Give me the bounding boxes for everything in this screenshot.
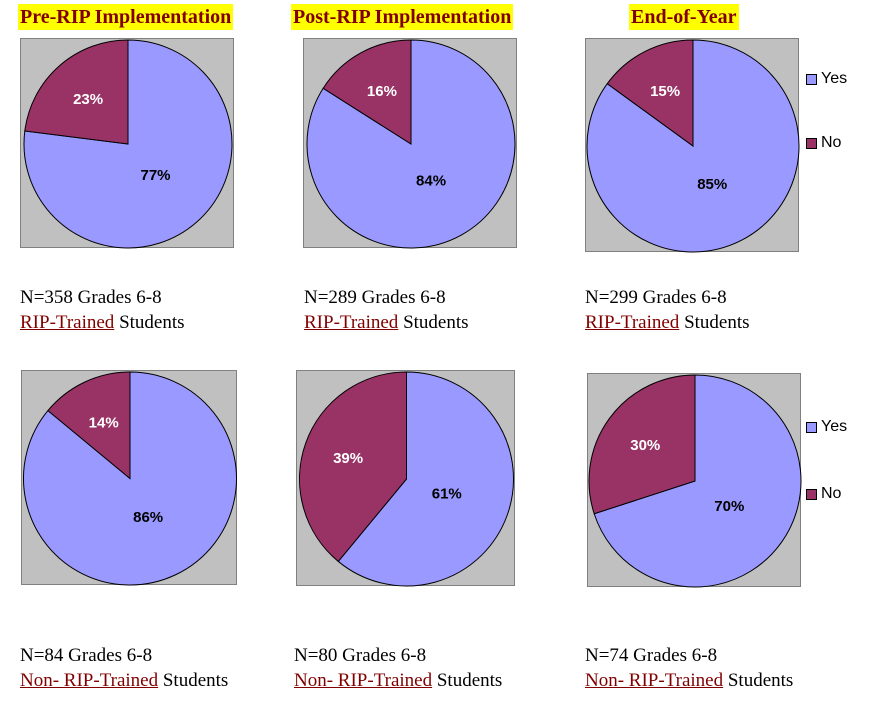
caption-line1: N=84 Grades 6-8 — [20, 645, 153, 666]
pie-slice-no — [322, 39, 412, 145]
pie-label-yes: 70% — [714, 498, 744, 515]
legend-label-yes: Yes — [821, 418, 848, 435]
pie-slice-no — [588, 374, 696, 515]
caption-suffix: Students — [679, 312, 750, 333]
caption-group: Non- RIP-Trained — [20, 670, 159, 691]
caption-post-rip-trained: N=289 Grades 6-8 RIP-Trained Students — [304, 285, 469, 335]
caption-group: Non- RIP-Trained — [585, 670, 724, 691]
caption-pre-rip-non-trained: N=84 Grades 6-8 Non- RIP-Trained Student… — [20, 643, 228, 693]
legend-item-yes: Yes — [806, 418, 847, 436]
pie-chart-end-of-year-non-trained: 30% 70% — [587, 373, 802, 588]
pie-label-yes: 77% — [140, 167, 170, 184]
title-post-rip: Post-RIP Implementation — [291, 4, 514, 30]
pie-slice-no — [47, 371, 131, 480]
caption-line1: N=289 Grades 6-8 — [304, 287, 446, 308]
legend-label-yes: Yes — [821, 70, 848, 87]
caption-post-rip-non-trained: N=80 Grades 6-8 Non- RIP-Trained Student… — [294, 643, 502, 693]
pie-label-yes: 85% — [697, 176, 727, 193]
caption-end-of-year-non-trained: N=74 Grades 6-8 Non- RIP-Trained Student… — [585, 643, 793, 693]
pie-label-no: 15% — [650, 83, 680, 100]
caption-line1: N=299 Grades 6-8 — [585, 287, 727, 308]
caption-suffix: Students — [432, 670, 503, 691]
caption-line2: Non- RIP-Trained Students — [294, 668, 502, 693]
caption-suffix: Students — [114, 312, 185, 333]
legend-top: Yes No — [806, 70, 872, 160]
legend-label-no: No — [821, 485, 842, 502]
pie-chart-post-rip-non-trained: 39% 61% — [296, 370, 515, 587]
pie-chart-post-rip-trained: 16% 84% — [303, 38, 517, 249]
pie-label-no: 14% — [89, 415, 119, 432]
pie-svg: 30% 70% — [588, 374, 802, 588]
pie-slice-no — [24, 39, 129, 145]
pie-label-yes: 86% — [133, 509, 163, 526]
pie-slice-no — [606, 39, 694, 147]
pie-label-no: 16% — [367, 83, 397, 100]
caption-suffix: Students — [723, 670, 794, 691]
pie-chart-end-of-year-trained: 15% 85% — [585, 38, 800, 253]
legend-swatch-yes — [806, 73, 817, 85]
legend-item-yes: Yes — [806, 70, 847, 88]
legend-item-no: No — [806, 134, 841, 152]
pie-slice-yes — [593, 374, 802, 588]
pie-label-no: 23% — [73, 91, 103, 108]
caption-pre-rip-trained: N=358 Grades 6-8 RIP-Trained Students — [20, 285, 185, 335]
pie-svg: 39% 61% — [299, 371, 514, 587]
legend-swatch-yes — [806, 421, 817, 433]
caption-group: RIP-Trained — [20, 312, 115, 333]
caption-line2: RIP-Trained Students — [304, 310, 469, 335]
pie-label-no: 39% — [333, 450, 363, 467]
caption-end-of-year-trained: N=299 Grades 6-8 RIP-Trained Students — [585, 285, 750, 335]
title-pre-rip: Pre-RIP Implementation — [18, 4, 234, 30]
caption-group: RIP-Trained — [304, 312, 399, 333]
pie-chart-pre-rip-trained: 23% 77% — [20, 38, 234, 249]
pie-svg: 15% 85% — [586, 39, 800, 253]
pie-label-no: 30% — [630, 437, 660, 454]
caption-line2: Non- RIP-Trained Students — [20, 668, 228, 693]
legend-swatch-no — [806, 488, 817, 500]
pie-svg: 14% 86% — [23, 371, 237, 586]
legend-bottom: Yes No — [806, 418, 872, 508]
pie-svg: 16% 84% — [306, 39, 516, 249]
title-end-of-year: End-of-Year — [629, 4, 739, 30]
pie-label-yes: 84% — [416, 172, 446, 189]
caption-line2: Non- RIP-Trained Students — [585, 668, 793, 693]
caption-line1: N=80 Grades 6-8 — [294, 645, 427, 666]
legend-item-no: No — [806, 485, 841, 503]
pie-svg: 23% 77% — [23, 39, 233, 249]
caption-suffix: Students — [398, 312, 469, 333]
pie-label-yes: 61% — [432, 485, 462, 502]
pie-slice-yes — [337, 371, 514, 587]
caption-line1: N=358 Grades 6-8 — [20, 287, 162, 308]
caption-suffix: Students — [158, 670, 229, 691]
legend-swatch-no — [806, 137, 817, 149]
pie-slice-no — [299, 371, 407, 563]
legend-label-no: No — [821, 134, 842, 151]
pie-slice-yes — [306, 39, 516, 249]
caption-line2: RIP-Trained Students — [20, 310, 185, 335]
caption-group: RIP-Trained — [585, 312, 680, 333]
caption-line1: N=74 Grades 6-8 — [585, 645, 718, 666]
caption-group: Non- RIP-Trained — [294, 670, 433, 691]
caption-line2: RIP-Trained Students — [585, 310, 750, 335]
pie-chart-pre-rip-non-trained: 14% 86% — [21, 370, 237, 586]
